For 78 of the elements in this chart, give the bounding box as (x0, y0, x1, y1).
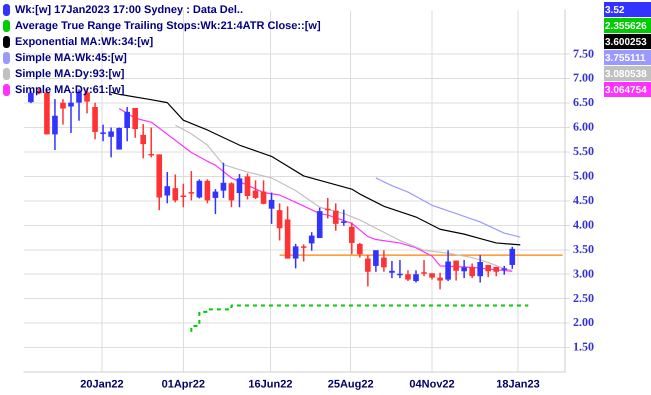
candlestick (100, 124, 106, 142)
candlestick (164, 171, 170, 204)
candlestick (509, 246, 516, 270)
candlestick (52, 98, 58, 151)
candlestick (421, 259, 427, 277)
candlestick (453, 260, 459, 282)
y-tick-label: 7.50 (573, 46, 594, 60)
candlestick (140, 123, 146, 160)
candlestick (188, 170, 194, 202)
x-tick-label: 04Nov22 (409, 378, 455, 391)
x-tick-label: 16Jun22 (248, 378, 292, 391)
candlestick (373, 250, 379, 273)
candlestick (148, 126, 154, 158)
y-tick-label: 4.00 (573, 217, 594, 232)
candlestick (244, 172, 250, 200)
legend-label: Simple MA:Dy:61:[w] (15, 83, 124, 98)
candlestick (340, 208, 347, 227)
candlestick (445, 250, 451, 282)
x-tick-label: 20Jan22 (80, 378, 124, 391)
candlestick (381, 250, 387, 273)
legend-label: Wk:[w] 17Jan2023 17:00 Sydney : Data Del.. (15, 3, 244, 18)
candlestick (357, 242, 363, 258)
candlestick (485, 264, 492, 278)
candlestick (477, 254, 483, 284)
candlestick (108, 126, 114, 158)
text: 3.080538 (605, 68, 648, 80)
legend-label: Exponential MA:Wk:34:[w] (15, 35, 154, 50)
candlestick (132, 107, 138, 139)
candlestick (413, 270, 419, 284)
legend-label: Simple MA:Dy:93:[w] (15, 67, 124, 82)
y-tick-label: 5.00 (573, 168, 594, 183)
candlestick (300, 244, 306, 262)
candlestick (180, 183, 186, 208)
x-tick-label: 25Aug22 (328, 378, 374, 391)
candlestick (60, 98, 66, 126)
candlestick (212, 188, 218, 215)
candlestick (349, 222, 355, 255)
candlestick (124, 106, 130, 142)
text: 3.52 (605, 4, 625, 16)
text: 3.600253 (605, 36, 648, 48)
y-tick-label: 2.50 (573, 290, 594, 305)
y-tick-label: 6.00 (573, 120, 594, 134)
candlestick (252, 180, 258, 200)
candlestick (228, 182, 234, 208)
candlestick (405, 270, 411, 282)
text: 3.755111 (605, 52, 646, 64)
candlestick (236, 173, 242, 208)
legend-label: Average True Range Trailing Stops:Wk:21:4ATR Close::[w] (15, 19, 321, 34)
candlestick (461, 259, 467, 279)
x-tick-label: 18Jan23 (496, 378, 540, 391)
candlestick (292, 243, 298, 270)
y-tick-label: 3.00 (573, 266, 594, 280)
candlestick (116, 126, 122, 150)
candlestick (172, 174, 178, 204)
candlestick (324, 197, 331, 220)
candlestick (365, 254, 371, 288)
legend-label: Simple MA:Wk:45:[w] (15, 51, 127, 66)
candlestick (268, 192, 274, 225)
candlestick (204, 178, 210, 204)
y-tick-label: 3.50 (573, 242, 594, 256)
text: 2.355626 (605, 20, 648, 32)
candlestick (308, 231, 314, 252)
x-tick-label: 01Apr22 (162, 378, 206, 391)
y-tick-label: 1.50 (573, 340, 594, 354)
y-tick-label: 7.00 (573, 70, 594, 85)
candlestick (196, 178, 202, 200)
candlestick (397, 259, 403, 279)
candlestick (469, 262, 475, 279)
y-tick-label: 2.00 (573, 315, 594, 330)
candlestick (332, 202, 339, 232)
candlestick (437, 272, 443, 290)
text: 3.064754 (605, 84, 648, 96)
y-tick-label: 6.50 (573, 95, 594, 110)
candlestick (220, 162, 226, 199)
candlestick (260, 180, 266, 206)
candlestick (276, 202, 282, 242)
y-tick-label: 4.50 (573, 192, 594, 207)
y-tick-label: 5.50 (573, 144, 594, 158)
